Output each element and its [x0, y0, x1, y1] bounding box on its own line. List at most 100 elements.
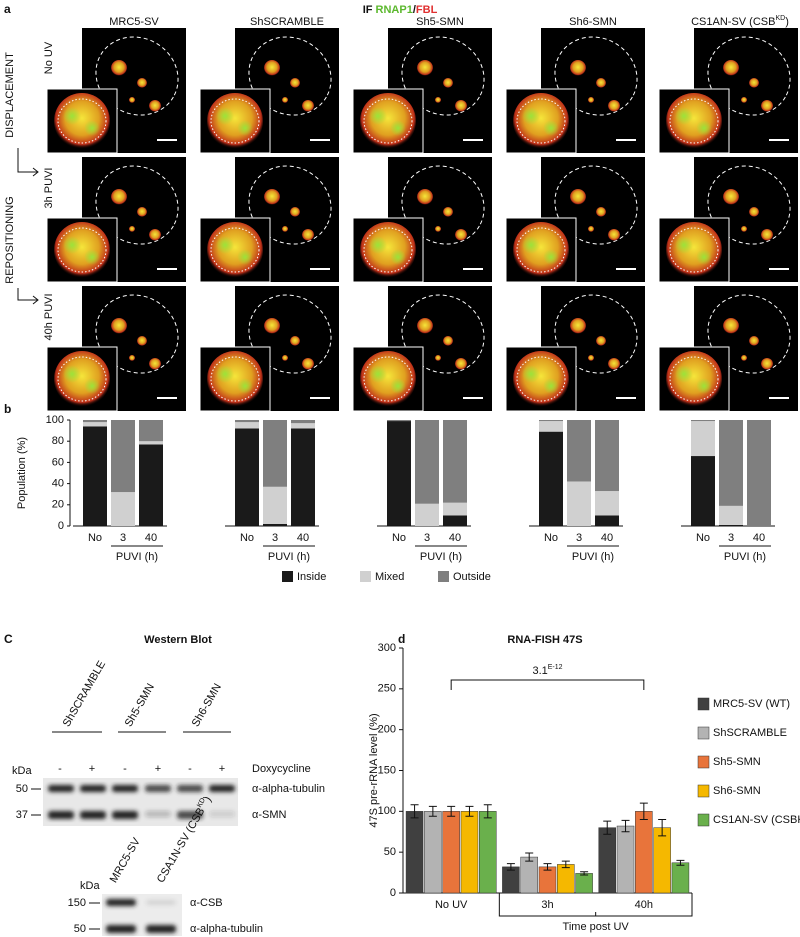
bar: [460, 811, 479, 894]
panel-title: IF RNAP1/FBL: [363, 4, 438, 16]
y-tick-label: 200: [378, 724, 396, 736]
column-header: CS1AN-SV (CSBKD): [691, 15, 789, 28]
x-axis-label: PUVI (h): [116, 551, 158, 563]
y-tick-label: 20: [52, 499, 64, 511]
lane-part: KD: [196, 797, 207, 809]
y-tick-label: 0: [390, 887, 396, 899]
x-tick-label: 40: [601, 532, 613, 544]
arrow: [17, 288, 39, 305]
title-part: FBL: [416, 4, 438, 16]
bar: [598, 827, 616, 894]
sign: -: [123, 763, 127, 775]
sign: -: [58, 763, 62, 775]
bar-segment: [691, 420, 715, 422]
x-tick-label: 3: [424, 532, 430, 544]
legend-label: Mixed: [375, 571, 404, 583]
error-bar: [410, 804, 419, 819]
bar-segment: [719, 505, 743, 525]
bar-segment: [83, 420, 107, 423]
x-tick-label: 40: [145, 532, 157, 544]
significance-bracket: [450, 679, 645, 690]
row-label: 3h PUVI: [43, 168, 55, 209]
bar-segment: [387, 421, 411, 526]
panel-label: a: [4, 2, 11, 16]
legend-label: CS1AN-SV (CSBKD): [713, 814, 800, 826]
legend-swatch: [438, 571, 449, 582]
phase-label: REPOSITIONING: [4, 196, 16, 283]
lane-label: MRC5-SV: [108, 836, 143, 885]
bar-segment: [387, 420, 411, 422]
sign: +: [89, 763, 95, 775]
sign: +: [219, 763, 225, 775]
y-tick-label: 0: [58, 520, 64, 532]
y-tick-label: 250: [378, 683, 396, 695]
marker: 50: [16, 783, 28, 795]
legend-label: Inside: [297, 571, 326, 583]
title-part: IF: [363, 4, 373, 16]
y-tick-label: 300: [378, 642, 396, 654]
error-bar: [428, 805, 437, 817]
x-tick-label: No: [544, 532, 558, 544]
sign: +: [155, 763, 161, 775]
antibody: α-CSB: [190, 897, 223, 909]
legend-label: ShSCRAMBLE: [713, 727, 787, 739]
bar-segment: [139, 444, 163, 526]
x-axis-label: PUVI (h): [268, 551, 310, 563]
y-tick-label: 100: [378, 805, 396, 817]
y-axis-label: Population (%): [16, 437, 28, 509]
bar: [616, 825, 635, 894]
lane-label: ShSCRAMBLE: [61, 659, 108, 729]
x-axis-label: PUVI (h): [724, 551, 766, 563]
bar-segment: [443, 515, 467, 526]
x-tick-label: No: [88, 532, 102, 544]
annotation-part: E-12: [548, 664, 563, 671]
title-part: RNAP1: [376, 4, 413, 16]
x-tick-label: 40h: [635, 899, 653, 911]
marker: 50: [74, 923, 86, 935]
x-tick-label: 3: [576, 532, 582, 544]
bar-segment: [139, 441, 163, 445]
x-axis-label: PUVI (h): [572, 551, 614, 563]
x-tick-label: No: [240, 532, 254, 544]
y-tick-label: 80: [52, 435, 64, 447]
error-bar: [483, 804, 492, 819]
bar-segment: [235, 422, 259, 429]
error-bar: [447, 805, 456, 817]
legend-swatch: [697, 755, 710, 769]
header-part: KD: [775, 15, 785, 22]
bar-segment: [719, 524, 743, 526]
bar: [424, 811, 442, 894]
bar-segment: [539, 431, 563, 526]
bar: [479, 811, 497, 894]
header-part: ): [785, 16, 789, 28]
bar: [442, 811, 460, 894]
row-label: 40h PUVI: [43, 293, 55, 340]
legend-swatch: [697, 784, 710, 798]
antibody: α-SMN: [252, 809, 287, 821]
bar-segment: [291, 420, 315, 424]
bar: [557, 864, 575, 894]
column-header: Sh5-SMN: [416, 16, 464, 28]
error-bar: [543, 863, 552, 871]
bar-segment: [539, 421, 563, 432]
error-bar: [639, 802, 648, 820]
bar-segment: [443, 502, 467, 516]
bar-segment: [263, 486, 287, 524]
y-tick-label: 50: [384, 846, 396, 858]
bar-segment: [111, 420, 135, 493]
bar-segment: [595, 515, 619, 526]
lane-part: ): [202, 794, 214, 803]
x-tick-label: 3: [272, 532, 278, 544]
legend-swatch: [697, 813, 710, 827]
y-tick-label: 150: [378, 764, 396, 776]
sign: -: [188, 763, 192, 775]
bar-segment: [747, 420, 771, 526]
bar-segment: [567, 481, 591, 526]
bar-segment: [567, 420, 591, 482]
legend-swatch: [697, 697, 710, 711]
bar-segment: [443, 420, 467, 503]
annotation: 3.1E-12: [532, 664, 562, 677]
legend-swatch: [697, 726, 710, 740]
antibody: α-alpha-tubulin: [190, 923, 263, 935]
error-bar: [676, 859, 685, 866]
